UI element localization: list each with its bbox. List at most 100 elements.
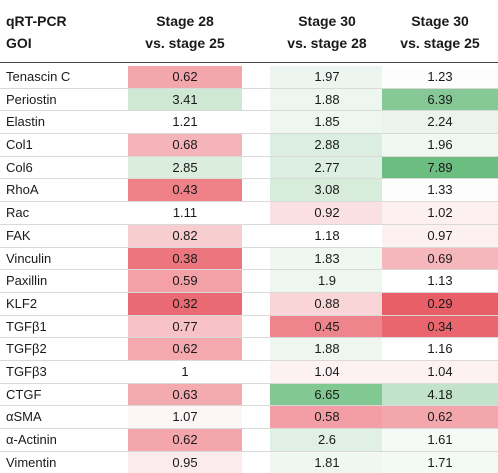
- header-col3-line1: Stage 30: [411, 13, 469, 29]
- fold-change-cell-c2: 2.77: [270, 156, 384, 179]
- table-row: Col6 2.85 2.77 7.89: [0, 156, 498, 180]
- header-goi-line2: GOI: [6, 35, 32, 51]
- fold-change-cell-c1: 0.68: [128, 134, 242, 156]
- gene-name: αSMA: [6, 409, 42, 425]
- header-stage30-vs-28: Stage 30 vs. stage 28: [270, 10, 384, 54]
- gene-name: CTGF: [6, 386, 42, 402]
- fold-change-cell-c1: 0.62: [128, 429, 242, 451]
- fold-change-cell-c2: 3.08: [270, 179, 384, 202]
- table-row: CTGF 0.63 6.65 4.18: [0, 383, 498, 407]
- table-row: TGFβ1 0.77 0.45 0.34: [0, 315, 498, 339]
- fold-change-cell-c3: 0.62: [382, 406, 498, 428]
- fold-change-cell-c1: 0.82: [128, 224, 242, 247]
- gene-name: Elastin: [6, 114, 46, 130]
- fold-change-cell-c1: 3.41: [128, 88, 242, 111]
- gene-name: Col6: [6, 159, 33, 175]
- fold-change-cell-c3: 1.23: [382, 66, 498, 88]
- fold-change-cell-c3: 4.18: [382, 383, 498, 406]
- table-header: qRT-PCR GOI Stage 28 vs. stage 25 Stage …: [0, 0, 498, 63]
- header-col3-line2: vs. stage 25: [400, 35, 480, 51]
- fold-change-cell-c3: 1.16: [382, 338, 498, 360]
- fold-change-cell-c1: 1.11: [128, 202, 242, 224]
- fold-change-cell-c3: 1.61: [382, 429, 498, 451]
- table-row: Paxillin 0.59 1.9 1.13: [0, 270, 498, 293]
- table-row: KLF2 0.32 0.88 0.29: [0, 292, 498, 316]
- fold-change-cell-c2: 2.88: [270, 134, 384, 156]
- gene-name: TGFβ2: [6, 341, 47, 357]
- fold-change-cell-c3: 6.39: [382, 88, 498, 111]
- fold-change-cell-c3: 1.71: [382, 451, 498, 473]
- header-col2-line2: vs. stage 28: [287, 35, 367, 51]
- fold-change-cell-c1: 1.07: [128, 406, 242, 428]
- fold-change-cell-c2: 1.04: [270, 360, 384, 383]
- fold-change-cell-c3: 1.04: [382, 360, 498, 383]
- table-row: Elastin 1.21 1.85 2.24: [0, 111, 498, 135]
- gene-name: Vimentin: [6, 454, 57, 470]
- fold-change-cell-c2: 1.97: [270, 66, 384, 88]
- table-row: RhoA 0.43 3.08 1.33: [0, 179, 498, 203]
- fold-change-cell-c3: 1.96: [382, 134, 498, 156]
- header-col1-line1: Stage 28: [156, 13, 214, 29]
- fold-change-cell-c2: 1.88: [270, 88, 384, 111]
- fold-change-cell-c2: 0.45: [270, 315, 384, 338]
- fold-change-cell-c1: 0.62: [128, 338, 242, 360]
- fold-change-cell-c2: 1.85: [270, 111, 384, 134]
- gene-name: Periostin: [6, 91, 57, 107]
- fold-change-cell-c2: 6.65: [270, 383, 384, 406]
- fold-change-cell-c1: 0.59: [128, 270, 242, 292]
- fold-change-cell-c3: 0.29: [382, 292, 498, 315]
- gene-name: Rac: [6, 205, 30, 221]
- table-body: Tenascin C 0.62 1.97 1.23 Periostin 3.41 1.88 6…: [0, 66, 498, 473]
- fold-change-cell-c1: 0.95: [128, 451, 242, 473]
- header-col1-line2: vs. stage 25: [145, 35, 225, 51]
- table-row: Rac 1.11 0.92 1.02: [0, 202, 498, 225]
- fold-change-cell-c1: 0.38: [128, 247, 242, 270]
- fold-change-cell-c2: 1.9: [270, 270, 384, 292]
- fold-change-cell-c2: 1.83: [270, 247, 384, 270]
- table-row: FAK 0.82 1.18 0.97: [0, 224, 498, 248]
- fold-change-cell-c3: 7.89: [382, 156, 498, 179]
- gene-name: FAK: [6, 227, 31, 243]
- table-row: Vimentin 0.95 1.81 1.71: [0, 451, 498, 473]
- header-stage28-vs-25: Stage 28 vs. stage 25: [128, 10, 242, 54]
- gene-name: Vinculin: [6, 250, 52, 266]
- fold-change-cell-c1: 1.21: [128, 111, 242, 134]
- fold-change-cell-c1: 1: [128, 360, 242, 383]
- fold-change-cell-c3: 0.34: [382, 315, 498, 338]
- gene-name: KLF2: [6, 295, 38, 311]
- table-row: Periostin 3.41 1.88 6.39: [0, 88, 498, 112]
- fold-change-cell-c3: 1.02: [382, 202, 498, 224]
- fold-change-cell-c2: 0.58: [270, 406, 384, 428]
- fold-change-cell-c1: 0.77: [128, 315, 242, 338]
- gene-name: α-Actinin: [6, 432, 57, 447]
- table-row: Col1 0.68 2.88 1.96: [0, 134, 498, 157]
- fold-change-cell-c3: 1.33: [382, 179, 498, 202]
- header-goi-line1: qRT-PCR: [6, 13, 67, 29]
- table-row: α-Actinin 0.62 2.6 1.61: [0, 429, 498, 452]
- fold-change-cell-c2: 0.92: [270, 202, 384, 224]
- fold-change-cell-c1: 0.62: [128, 66, 242, 88]
- fold-change-cell-c3: 2.24: [382, 111, 498, 134]
- table-row: TGFβ3 1 1.04 1.04: [0, 360, 498, 384]
- fold-change-cell-c3: 1.13: [382, 270, 498, 292]
- gene-name: TGFβ1: [6, 318, 47, 334]
- fold-change-cell-c1: 2.85: [128, 156, 242, 179]
- fold-change-cell-c1: 0.63: [128, 383, 242, 406]
- fold-change-cell-c2: 1.81: [270, 451, 384, 473]
- gene-name: RhoA: [6, 182, 39, 198]
- gene-name: Col1: [6, 137, 33, 153]
- table-row: Vinculin 0.38 1.83 0.69: [0, 247, 498, 271]
- fold-change-cell-c2: 1.88: [270, 338, 384, 360]
- fold-change-cell-c1: 0.32: [128, 292, 242, 315]
- table-row: Tenascin C 0.62 1.97 1.23: [0, 66, 498, 89]
- table-row: TGFβ2 0.62 1.88 1.16: [0, 338, 498, 361]
- gene-name: Tenascin C: [6, 69, 71, 84]
- table-row: αSMA 1.07 0.58 0.62: [0, 406, 498, 429]
- gene-name: Paxillin: [6, 273, 48, 289]
- fold-change-cell-c2: 1.18: [270, 224, 384, 247]
- header-stage30-vs-25: Stage 30 vs. stage 25: [382, 10, 498, 54]
- fold-change-cell-c2: 0.88: [270, 292, 384, 315]
- fold-change-cell-c3: 0.97: [382, 224, 498, 247]
- header-col2-line1: Stage 30: [298, 13, 356, 29]
